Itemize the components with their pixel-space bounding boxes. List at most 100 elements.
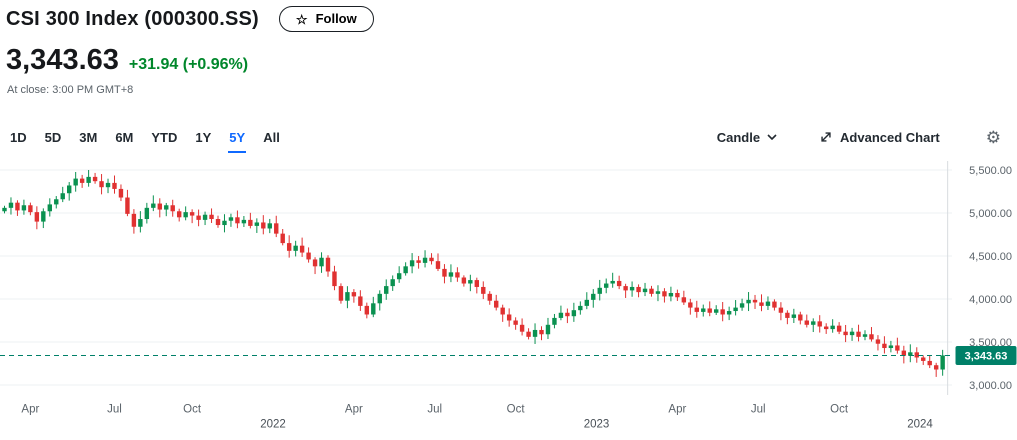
candle (681, 290, 687, 305)
candle (513, 317, 518, 330)
candle (67, 182, 72, 201)
candle (688, 298, 693, 315)
candle (390, 275, 395, 291)
candle (908, 344, 913, 363)
candle (409, 253, 415, 274)
candle (591, 289, 596, 308)
candle (47, 198, 52, 217)
price-change: +31.94 (+0.96%) (128, 56, 249, 73)
candle (817, 315, 822, 333)
x-axis-month-label: Jul (751, 404, 766, 416)
candle (299, 237, 305, 257)
candle (332, 265, 337, 291)
range-tab-1y[interactable]: 1Y (195, 129, 212, 145)
candle (338, 283, 344, 304)
x-axis-month-label: Jul (427, 404, 442, 416)
settings-gear-icon[interactable]: ⚙ (985, 127, 1001, 147)
candle (662, 288, 667, 303)
candle (79, 174, 85, 188)
candle (578, 301, 583, 315)
range-tab-6m[interactable]: 6M (115, 129, 134, 145)
candle (804, 314, 809, 328)
current-price: 3,343.63 (6, 44, 119, 76)
quote-summary: 3,343.63 +31.94 (+0.96%) (6, 44, 248, 77)
x-axis-month-label: Oct (183, 404, 202, 416)
candle (241, 216, 247, 228)
range-tab-all[interactable]: All (263, 129, 280, 145)
candle (228, 213, 234, 227)
range-tab-5y[interactable]: 5Y (220, 123, 254, 153)
candle (189, 209, 195, 224)
candle (597, 279, 602, 301)
x-axis-month-label: Oct (830, 404, 849, 416)
candle (28, 202, 33, 216)
candle (215, 215, 221, 228)
candle (752, 294, 758, 309)
x-axis-month-label: Apr (668, 404, 686, 416)
candle (261, 215, 266, 235)
current-price-tag: 3,343.63 (955, 345, 1017, 365)
candle (455, 267, 460, 282)
candle (176, 208, 182, 222)
range-tab-ytd[interactable]: YTD (151, 129, 178, 145)
candle (629, 281, 635, 297)
y-axis-label: 4,000.00 (969, 294, 1012, 306)
candle (202, 211, 208, 226)
candle (642, 282, 648, 297)
candle (500, 304, 505, 322)
candle (306, 247, 311, 263)
candle (209, 208, 214, 223)
candle (610, 272, 615, 288)
range-tab-3m[interactable]: 3M (79, 129, 98, 145)
candle (694, 300, 699, 318)
price-chart[interactable]: 5,500.005,000.004,500.004,000.003,500.00… (0, 155, 1017, 435)
x-axis-month-label: Apr (345, 404, 363, 416)
candle (286, 235, 292, 258)
candle (384, 279, 389, 300)
candle (235, 210, 240, 229)
candle (364, 302, 370, 319)
candle (526, 328, 531, 340)
candle (86, 170, 91, 187)
candle (726, 306, 732, 321)
candle (765, 296, 771, 311)
candle (836, 322, 842, 335)
candle (92, 172, 98, 184)
range-tab-1d[interactable]: 1D (10, 129, 27, 145)
candle (571, 302, 577, 322)
chevron-down-icon (767, 134, 777, 140)
candle (856, 324, 861, 342)
candle (377, 290, 382, 311)
candle (862, 330, 868, 341)
follow-button-label: Follow (315, 11, 357, 26)
header: CSI 300 Index (000300.SS) ☆ Follow (6, 4, 374, 34)
candle (396, 266, 402, 283)
candle (99, 174, 104, 195)
candle (875, 335, 881, 351)
candle (532, 323, 538, 344)
candle (823, 323, 829, 334)
candle (487, 291, 492, 305)
follow-button[interactable]: ☆ Follow (278, 6, 374, 32)
candle (849, 327, 855, 341)
candle (183, 206, 188, 221)
x-axis-year-label: 2024 (907, 419, 933, 431)
candle (843, 324, 848, 343)
chart-type-dropdown[interactable]: Candle (717, 130, 777, 145)
candle (701, 304, 706, 317)
y-axis-label: 4,500.00 (969, 251, 1012, 263)
candle (293, 240, 298, 257)
range-tabs: 1D 5D 3M 6M YTD 1Y 5Y All (0, 123, 289, 153)
advanced-chart-button[interactable]: Advanced Chart (819, 130, 940, 145)
candle (604, 278, 609, 294)
candle (707, 301, 712, 317)
range-tab-5d[interactable]: 5D (44, 129, 62, 145)
star-icon: ☆ (295, 11, 308, 27)
candle (539, 326, 544, 341)
candle (267, 218, 272, 234)
candle (312, 257, 318, 275)
candle (105, 178, 111, 194)
market-time-note: At close: 3:00 PM GMT+8 (7, 84, 134, 96)
candle (358, 290, 363, 311)
candle (422, 250, 428, 268)
